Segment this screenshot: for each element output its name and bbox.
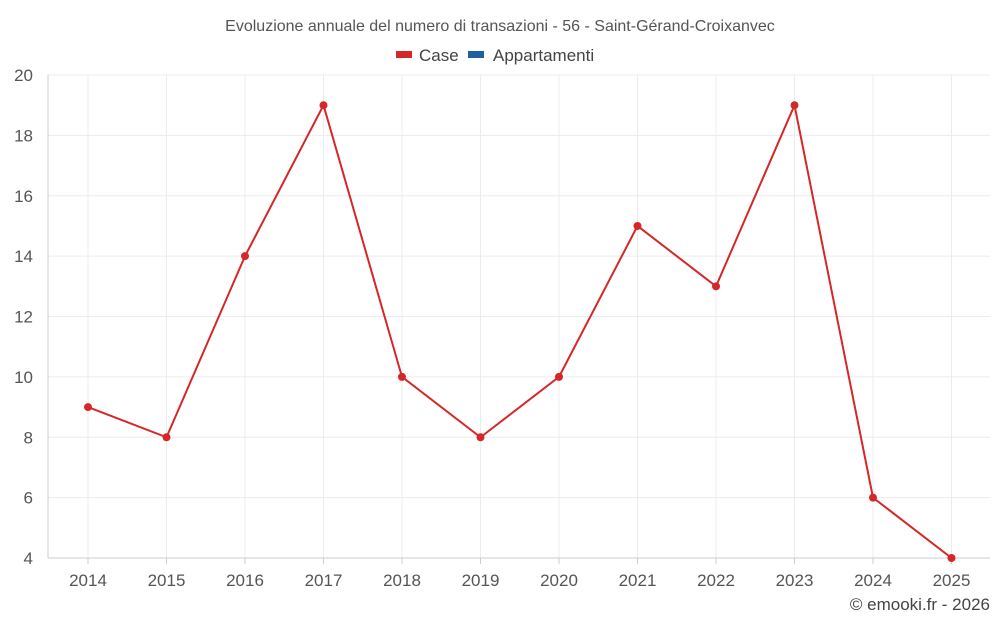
y-tick-label: 8 (24, 428, 33, 447)
series (84, 101, 956, 562)
data-point-case-2016[interactable] (241, 252, 249, 261)
legend-swatch-case (396, 51, 412, 58)
legend: Case Appartamenti (396, 46, 594, 65)
y-tick-label: 18 (14, 126, 33, 145)
data-point-case-2019[interactable] (476, 433, 485, 442)
x-tick-label: 2019 (462, 571, 500, 590)
y-tick-label: 4 (24, 549, 33, 568)
y-tick-label: 14 (14, 247, 33, 266)
data-point-case-2020[interactable] (555, 372, 563, 381)
data-point-case-2025[interactable] (947, 554, 956, 562)
series-line-case (87, 104, 953, 559)
x-axis-ticks: 2014 2015 2016 2017 2018 2019 2020 2021 2022 2023… (69, 571, 970, 590)
axes (47, 75, 990, 564)
x-tick-label: 2025 (933, 571, 971, 590)
y-tick-label: 6 (24, 489, 33, 508)
data-point-case-2023[interactable] (790, 101, 799, 110)
gridlines (48, 74, 990, 558)
data-point-case-2018[interactable] (398, 372, 406, 381)
legend-item-appartamenti[interactable]: Appartamenti (468, 46, 594, 65)
x-tick-label: 2017 (305, 571, 343, 590)
y-tick-label: 12 (14, 308, 33, 327)
y-axis-ticks: 4 6 8 10 12 14 16 18 20 (14, 66, 33, 568)
data-point-case-2014[interactable] (84, 403, 92, 412)
legend-swatch-appartamenti (468, 51, 484, 58)
y-tick-label: 10 (14, 368, 33, 387)
legend-item-case[interactable]: Case (396, 46, 459, 65)
x-tick-label: 2016 (226, 571, 264, 590)
y-tick-label: 16 (14, 187, 33, 206)
x-tick-label: 2023 (776, 571, 814, 590)
y-tick-label: 20 (14, 66, 33, 85)
x-tick-label: 2021 (619, 571, 657, 590)
x-tick-label: 2022 (697, 571, 735, 590)
legend-label-appartamenti: Appartamenti (493, 46, 594, 65)
x-tick-label: 2020 (540, 571, 578, 590)
data-point-case-2021[interactable] (633, 221, 642, 230)
x-tick-label: 2024 (854, 571, 892, 590)
legend-label-case: Case (419, 46, 459, 65)
x-tick-label: 2015 (148, 571, 186, 590)
chart-title: Evoluzione annuale del numero di transaz… (225, 18, 775, 35)
data-point-case-2015[interactable] (162, 433, 171, 442)
x-tick-label: 2018 (383, 571, 421, 590)
credit-text: © emooki.fr - 2026 (850, 595, 990, 614)
data-point-case-2024[interactable] (869, 493, 877, 502)
data-point-case-2022[interactable] (712, 282, 720, 291)
data-point-case-2017[interactable] (319, 101, 328, 110)
x-tick-label: 2014 (69, 571, 107, 590)
